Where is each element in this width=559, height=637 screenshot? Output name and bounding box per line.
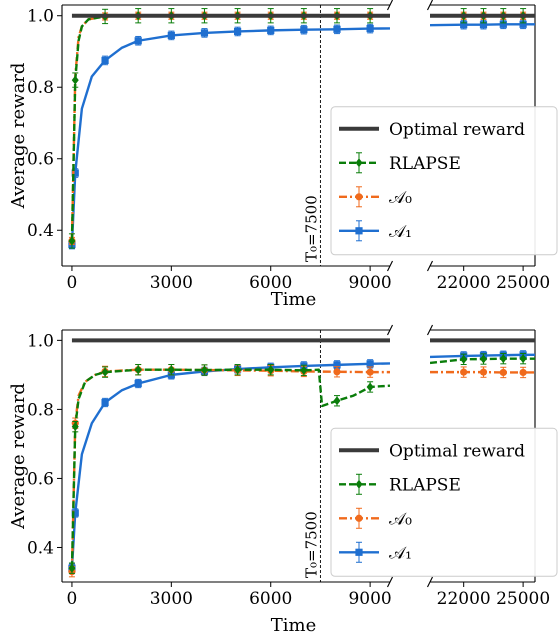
marker-a1 [355,548,363,556]
marker-rlapse [355,158,363,168]
legend-label-a1: 𝒜₁ [389,543,412,563]
marker-a0 [355,193,363,201]
marker-a1 [355,227,363,235]
marker-a1 [366,24,374,33]
marker-rlapse [333,396,341,406]
marker-a1 [200,29,209,37]
marker-a1 [267,26,275,34]
x-tick-label: 0 [67,589,78,609]
marker-a0 [479,368,488,376]
axis-break-mark [427,576,433,588]
marker-a0 [460,368,468,376]
legend-label-a0: 𝒜₀ [389,509,412,529]
marker-rlapse [234,365,242,375]
x-tick-label: 3000 [150,273,193,293]
marker-rlapse [200,365,208,375]
marker-a1 [479,21,488,29]
legend-label-a1: 𝒜₁ [389,222,412,242]
marker-rlapse [68,563,76,573]
marker-rlapse [267,365,275,375]
marker-a1 [333,361,341,369]
marker-rlapse [499,354,507,364]
legend-label-optimal: Optimal reward [389,441,525,461]
y-axis-label: Average reward [8,383,29,530]
legend-label-rlapse: RLAPSE [389,154,461,174]
marker-rlapse [460,354,468,364]
marker-a0 [499,368,507,377]
marker-rlapse [134,365,142,375]
x-tick-label: 9000 [348,273,391,293]
y-tick-label: 0.8 [27,78,54,98]
marker-rlapse [101,367,109,377]
marker-rlapse [355,479,363,489]
y-tick-label: 0.4 [27,538,54,558]
x-tick-label: 3000 [150,589,193,609]
marker-a1 [71,509,79,517]
x-axis-label: Time [271,615,316,636]
marker-rlapse [71,422,79,432]
chart-panel-1: 0.4 0.6 0.8 1.0 0 3000 6000 9000 22000 25000 Time A… [8,0,558,310]
legend: Optimal reward RLAPSE 𝒜₀ 𝒜₁ [330,427,558,577]
axis-break-mark [387,576,393,588]
marker-rlapse [68,236,76,246]
marker-rlapse [71,75,79,85]
marker-a1 [233,27,242,36]
axis-break-mark [387,260,393,272]
y-tick-label: 0.4 [27,221,54,241]
y-tick-label: 1.0 [27,7,54,27]
marker-rlapse [167,365,175,375]
x-tick-label: 25000 [496,273,550,293]
x-tick-label: 0 [67,273,78,293]
axis-break-mark [387,324,393,336]
x-tick-label: 25000 [496,589,550,609]
t0-label: T₀=7500 [302,195,320,262]
marker-a0 [366,368,374,376]
x-tick-label: 9000 [348,589,391,609]
legend-box [330,106,558,256]
x-tick-label: 6000 [249,589,292,609]
marker-a1 [167,31,175,39]
legend-label-rlapse: RLAPSE [389,475,461,495]
y-tick-label: 0.8 [27,400,54,420]
marker-a1 [101,56,109,65]
marker-a1 [499,20,507,28]
axis-break-mark [387,0,393,11]
marker-a1 [101,398,109,407]
marker-rlapse [479,354,487,364]
axis-break-mark [427,0,433,11]
y-tick-label: 0.6 [27,469,54,489]
marker-rlapse [366,382,374,392]
marker-a1 [519,20,527,28]
chart-panel-2: 0.4 0.6 0.8 1.0 0 3000 6000 9000 22000 25000 Time A… [8,324,558,636]
marker-a0 [355,514,363,522]
marker-a1 [300,26,308,34]
marker-a1 [134,37,142,45]
marker-a1 [460,21,468,29]
marker-a1 [366,360,374,368]
legend-label-a0: 𝒜₀ [389,188,412,208]
axis-break-mark [427,324,433,336]
series-line-a0 [70,368,390,572]
y-tick-label: 0.6 [27,150,54,170]
legend: Optimal reward RLAPSE 𝒜₀ 𝒜₁ [330,106,558,256]
marker-a0 [333,368,341,376]
marker-a1 [71,169,79,177]
marker-a1 [134,379,142,388]
x-tick-label: 22000 [437,589,491,609]
y-axis-label: Average reward [8,63,29,210]
t0-label: T₀=7500 [302,511,320,578]
legend-box [330,427,558,577]
legend-label-optimal: Optimal reward [389,120,525,140]
y-tick-label: 1.0 [27,331,54,351]
marker-rlapse [519,354,527,364]
marker-a1 [333,25,341,33]
marker-rlapse [300,365,308,375]
x-tick-label: 22000 [437,273,491,293]
marker-a0 [519,368,527,377]
x-axis-label: Time [271,289,316,310]
x-tick-label: 6000 [249,273,292,293]
axis-break-mark [427,260,433,272]
